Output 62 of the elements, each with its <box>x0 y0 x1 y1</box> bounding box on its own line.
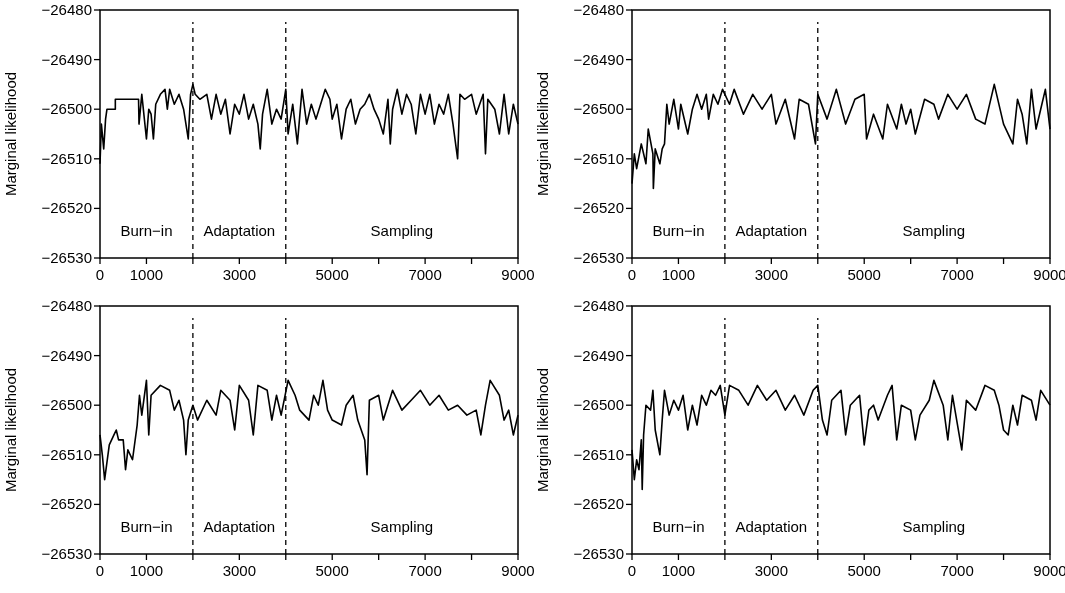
y-tick-label: −26480 <box>41 1 92 18</box>
y-tick-label: −26490 <box>573 50 624 68</box>
x-tick-label: 9000 <box>501 266 535 283</box>
annotation: Sampling <box>902 222 966 239</box>
y-axis-title: Marginal likelihood <box>534 367 551 493</box>
x-tick-label: 1000 <box>129 266 164 283</box>
y-tick-label: −26520 <box>41 495 92 513</box>
annotation: Burn−in <box>120 518 173 535</box>
x-tick-label: 1000 <box>661 266 696 283</box>
x-tick-label: 3000 <box>222 562 257 579</box>
x-tick-label: 7000 <box>408 266 442 283</box>
x-tick-label: 5000 <box>847 266 881 283</box>
annotation: Burn−in <box>652 222 705 239</box>
y-tick-label: −26510 <box>573 149 624 167</box>
annotation: Adaptation <box>203 518 276 535</box>
y-tick-label: −26490 <box>573 346 624 364</box>
y-axis-title: Marginal likelihood <box>2 71 19 197</box>
y-tick-label: −26510 <box>41 149 92 167</box>
annotation: Sampling <box>902 518 966 535</box>
x-tick-label: 3000 <box>222 266 257 283</box>
x-tick-label: 1000 <box>661 562 696 579</box>
x-tick-label: 3000 <box>754 266 789 283</box>
x-tick-label: 7000 <box>940 562 974 579</box>
y-tick-label: −26530 <box>41 545 92 562</box>
x-tick-label: 1000 <box>129 562 164 579</box>
y-tick-label: −26500 <box>41 396 92 414</box>
y-tick-label: −26530 <box>573 545 624 562</box>
y-tick-label: −26510 <box>573 445 624 463</box>
x-tick-label: 7000 <box>940 266 974 283</box>
y-tick-label: −26500 <box>573 100 624 118</box>
x-tick-label: 0 <box>95 562 105 579</box>
y-tick-label: −26530 <box>573 249 624 266</box>
y-axis-title: Marginal likelihood <box>2 367 19 493</box>
annotation: Adaptation <box>735 518 808 535</box>
y-tick-label: −26490 <box>41 346 92 364</box>
y-tick-label: −26500 <box>41 100 92 118</box>
y-tick-label: −26480 <box>573 1 624 18</box>
annotation: Adaptation <box>735 222 808 239</box>
x-tick-label: 3000 <box>754 562 789 579</box>
y-tick-label: −26520 <box>573 199 624 217</box>
y-tick-label: −26490 <box>41 50 92 68</box>
annotation: Adaptation <box>203 222 276 239</box>
y-tick-label: −26520 <box>41 199 92 217</box>
x-tick-label: 0 <box>627 266 637 283</box>
y-tick-label: −26520 <box>573 495 624 513</box>
x-tick-label: 7000 <box>408 562 442 579</box>
y-axis-title: Marginal likelihood <box>534 71 551 197</box>
x-tick-label: 5000 <box>315 562 349 579</box>
x-tick-label: 9000 <box>501 562 535 579</box>
annotation: Burn−in <box>652 518 705 535</box>
annotation: Sampling <box>370 518 434 535</box>
x-tick-label: 5000 <box>315 266 349 283</box>
y-tick-label: −26480 <box>41 297 92 314</box>
annotation: Sampling <box>370 222 434 239</box>
y-tick-label: −26480 <box>573 297 624 314</box>
annotation: Burn−in <box>120 222 173 239</box>
x-tick-label: 5000 <box>847 562 881 579</box>
y-tick-label: −26510 <box>41 445 92 463</box>
x-tick-label: 0 <box>95 266 105 283</box>
y-tick-label: −26530 <box>41 249 92 266</box>
y-tick-label: −26500 <box>573 396 624 414</box>
x-tick-label: 0 <box>627 562 637 579</box>
